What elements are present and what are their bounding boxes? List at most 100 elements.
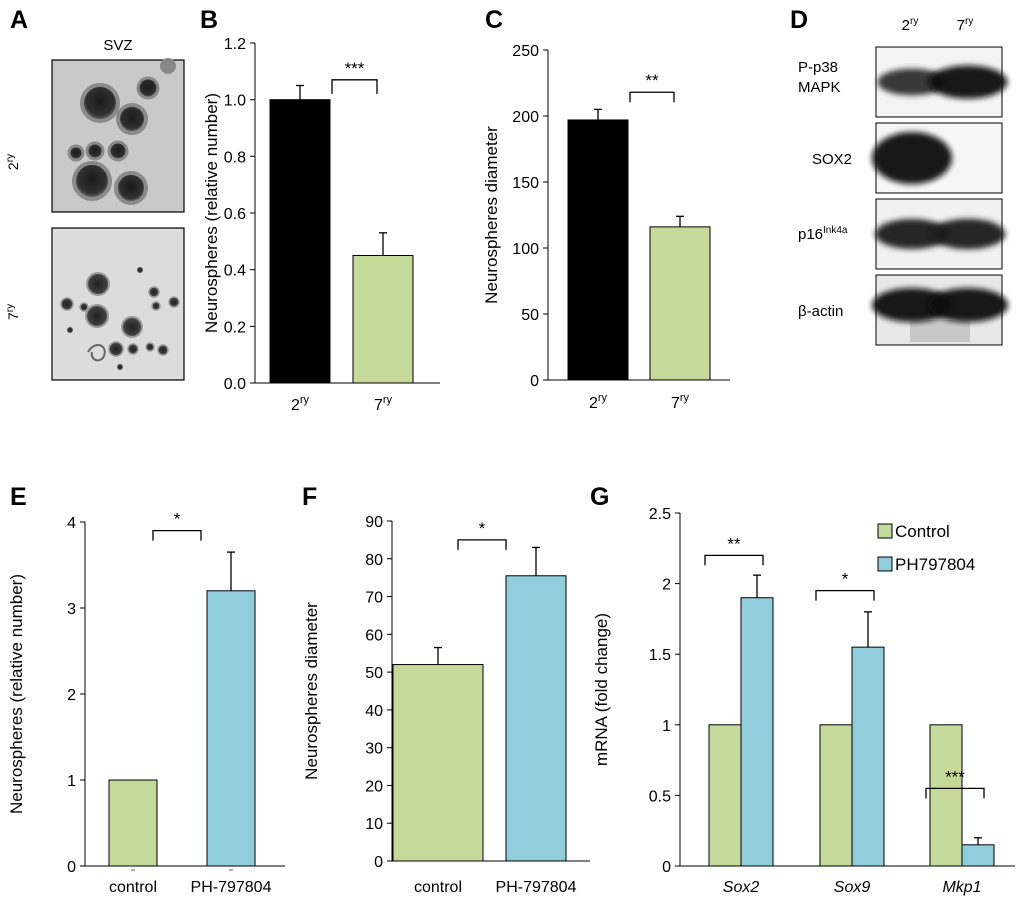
micrograph-row-label-7ry: 7ry [5,304,21,320]
C-significance-label-0: ** [645,71,659,90]
B-y-axis-label: Neurospheres (relative number) [202,93,221,333]
blot-bands [872,65,1008,322]
E-x-tick-base-0: control [109,879,157,896]
B-significance-bracket-0 [331,79,378,94]
E-ytick-label: 2 [67,687,76,704]
micrograph-panel: SVZ 2ry 7ry [5,37,185,381]
chart-g: 0 0.5 1 1.5 2 2.5 mRNA (fold change) Sox2 Sox9 Mk… [592,506,1015,896]
C-ytick-label: 0 [530,373,539,390]
G-x-tick-label-2: Mkp1 [942,879,981,896]
C-bar-0 [567,119,629,381]
G-significance-bracket-1 [815,590,875,601]
F-bar-1 [505,575,567,862]
B-x-tick-sup-1: ry [383,394,393,406]
C-ytick-label: 250 [512,43,539,60]
panel-letter-f: F [302,483,317,511]
blot-band-0-0 [877,68,947,96]
E-ytick-label: 0 [67,859,76,876]
B-x-tick-label-1: 7ry [374,394,393,414]
panel-letter-g: G [590,483,609,511]
F-significance-bracket-0 [457,539,507,550]
G-ytick-label: 1.5 [649,647,671,664]
B-x-tick-base-0: 2 [291,397,300,414]
E-significance-bracket-0 [152,529,202,541]
panel-letter-d: D [790,6,808,34]
C-significance-bracket-0 [629,91,675,103]
E-bar-1 [206,590,256,867]
F-y-axis-label: Neurospheres diameter [302,602,321,780]
E-x-tick-label-0: control [109,879,157,896]
chart-e: 0 1 2 3 4 Neurospheres (relative number) contr… [7,510,285,896]
F-ytick-label: 20 [365,778,383,795]
F-ytick-label: 60 [365,627,383,644]
B-x-tick-base-1: 7 [374,397,383,414]
C-bar-1 [649,226,711,381]
F-x-tick-label-0: control [414,879,462,896]
F-ytick-label: 50 [365,665,383,682]
C-ytick-label: 200 [512,109,539,126]
F-significance-label-0: * [479,519,486,538]
blot-label-mapk: MAPK [798,79,841,96]
blot-band-3-1 [928,288,1008,322]
E-significance-label-0: * [174,510,181,529]
C-x-tick-label-1: 7ry [671,392,690,412]
B-ytick-label: 0.0 [224,376,246,393]
G-bar-2-1 [961,844,995,867]
B-x-tick-sup-0: ry [300,394,310,406]
G-x-tick-label-0: Sox2 [723,879,760,896]
E-ytick-label: 4 [67,515,76,532]
F-ytick-label: 90 [365,514,383,531]
micrograph-row-label-2ry: 2ry [5,154,21,170]
blot-label-beta-actin: β-actin [798,303,843,320]
B-bar-1 [352,255,414,384]
G-legend-swatch-1 [877,556,893,572]
E-ytick-label: 1 [67,773,76,790]
panel-letter-c: C [485,6,503,34]
G-y-axis-label: mRNA (fold change) [592,613,611,766]
B-bar-0 [269,99,331,384]
blot-band-0-1 [928,65,1008,99]
F-ytick-label: 10 [365,816,383,833]
G-bar-0-1 [740,597,774,867]
blot-band-3-0 [872,288,952,322]
E-x-tick-base-1: PH-797804 [191,879,272,896]
B-x-tick-label-0: 2ry [291,394,310,414]
F-x-tick-base-0: control [414,879,462,896]
blot-band-1-0 [872,132,952,184]
C-x-tick-base-0: 2 [589,395,598,412]
G-significance-bracket-2 [925,787,985,799]
F-ytick-label: 30 [365,741,383,758]
B-ytick-label: 1.2 [224,36,246,53]
C-ytick-label: 50 [521,307,539,324]
G-bar-1-0 [819,724,853,867]
G-legend-swatch-0 [877,523,893,539]
C-y-axis-label: Neurospheres diameter [482,126,501,304]
G-bar-1-1 [851,646,885,867]
C-ytick-label: 150 [512,175,539,192]
chart-b: 0.0 0.2 0.4 0.6 0.8 1.0 1.2 Neurospheres (relat… [202,36,440,414]
G-ytick-label: 1 [662,718,671,735]
G-ytick-label: 0.5 [649,788,671,805]
G-legend-label-1: PH797804 [895,555,975,574]
B-ytick-label: 0.2 [224,319,246,336]
G-ytick-label: 2.5 [649,506,671,523]
F-ytick-label: 0 [374,854,383,871]
G-bar-0-0 [708,724,742,867]
B-ytick-label: 0.8 [224,149,246,166]
G-ytick-label: 0 [662,859,671,876]
panel-letter-e: E [10,483,27,511]
blot-band-2-0 [875,219,949,249]
G-legend-label-0: Control [895,522,950,541]
micrograph-2ry [51,58,185,213]
E-y-axis-label: Neurospheres (relative number) [7,574,26,814]
panel-letter-a: A [10,6,28,34]
E-ytick-label: 3 [67,601,76,618]
B-ytick-label: 1.0 [224,93,246,110]
F-x-tick-label-1: PH-797804 [496,879,577,896]
western-blot: 2ry 7ry P-p38 MAPK SOX2 p16Ink4a β-actin [798,16,1008,346]
E-x-tick-label-1: PH-797804 [191,879,272,896]
G-significance-label-1: * [842,570,849,589]
F-x-tick-base-1: PH-797804 [496,879,577,896]
micrograph-7ry [51,227,185,381]
G-significance-label-2: *** [945,767,965,786]
